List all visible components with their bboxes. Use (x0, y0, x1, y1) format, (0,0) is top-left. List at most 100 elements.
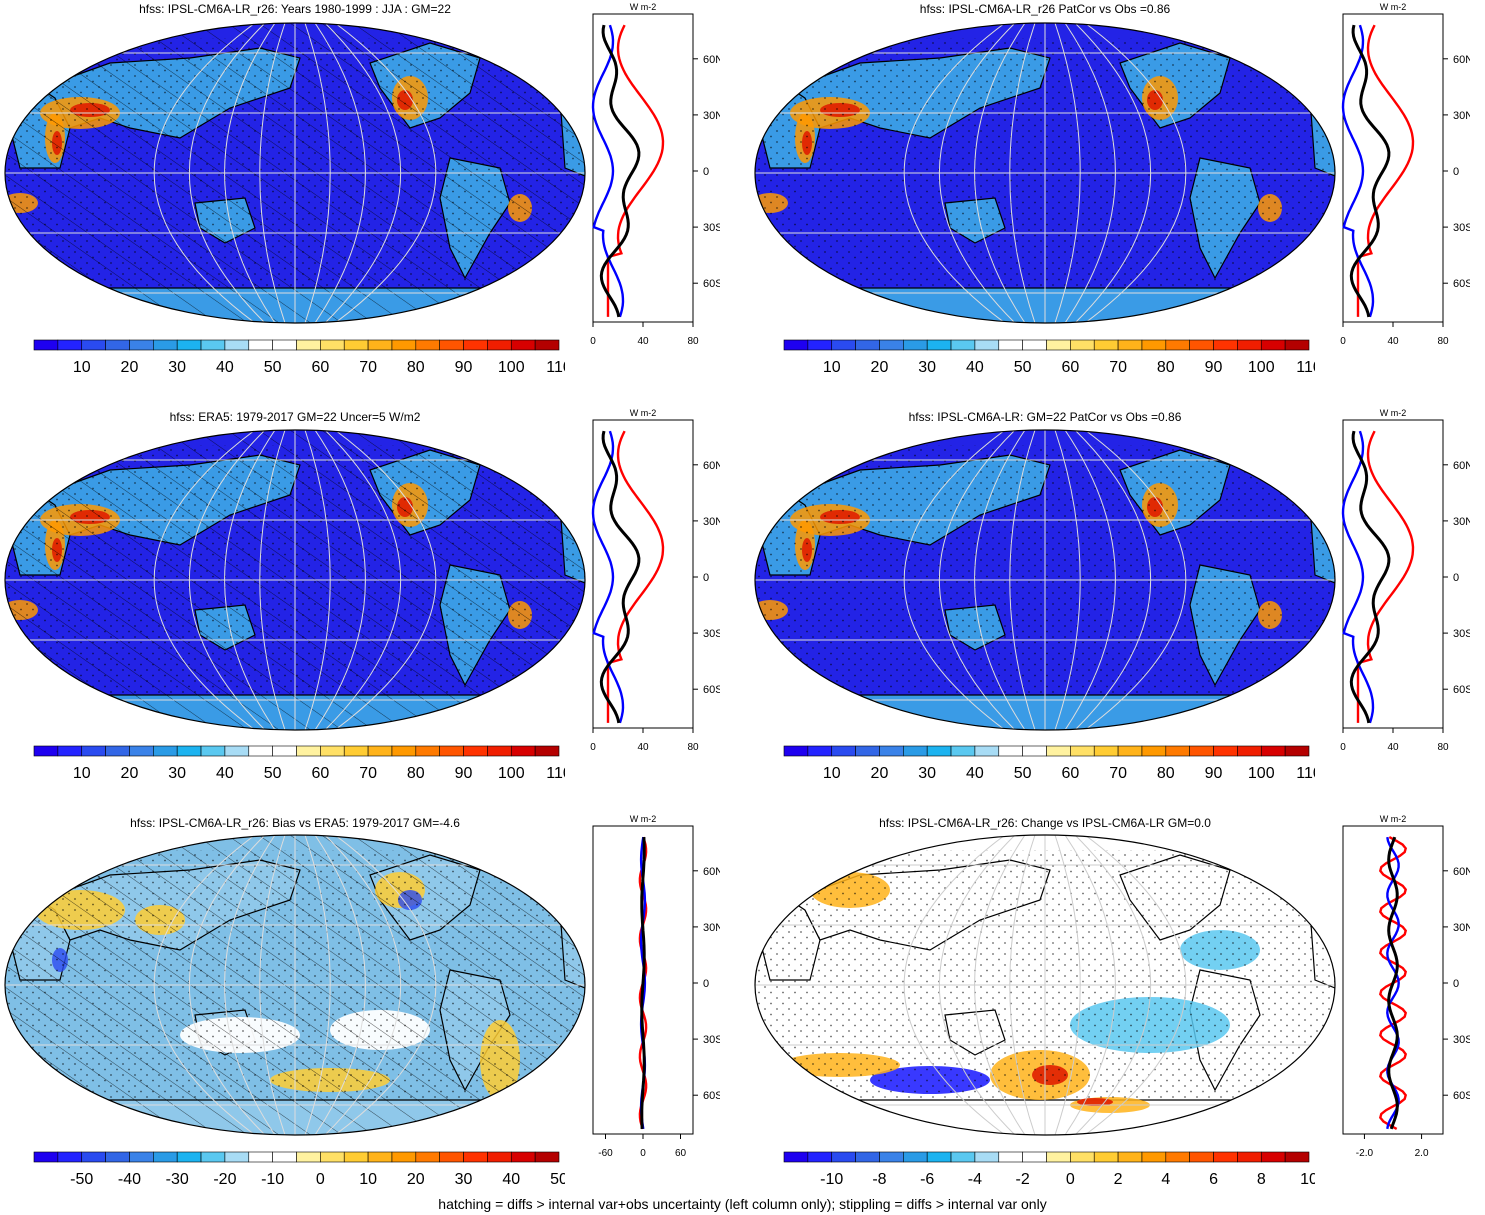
colorbar-swatch (998, 339, 1023, 351)
colorbar-swatch (343, 1151, 369, 1163)
colorbar-swatch (807, 339, 833, 351)
colorbar-swatch (57, 339, 83, 351)
colorbar-swatch (783, 339, 809, 351)
lat-label: 30S (703, 222, 720, 234)
colorbar-label: 50 (264, 765, 282, 782)
lat-label: 60N (1453, 54, 1470, 66)
longitude-line (938, 835, 1016, 1135)
longitude-line (1054, 430, 1081, 730)
colorbar-swatch (1284, 1151, 1310, 1163)
colorbar-swatch (510, 745, 536, 757)
lat-label: 30S (1453, 628, 1470, 640)
colorbar-swatch (1165, 1151, 1190, 1163)
colorbar-label: 10 (823, 765, 841, 782)
profile-xtick-label: 2.0 (1415, 1148, 1429, 1159)
profile-unit: W m-2 (1380, 2, 1407, 12)
colorbar-label: 100 (498, 359, 525, 376)
profile-unit: W m-2 (1380, 814, 1407, 824)
colorbar-label: -8 (872, 1171, 886, 1188)
profile-xtick-label: 60 (675, 1148, 687, 1159)
colorbar-label: 0 (1066, 1171, 1075, 1188)
colorbar-label: 20 (407, 1171, 425, 1188)
longitude-line (224, 430, 276, 730)
longitude-line (1084, 23, 1187, 323)
lat-label: 0 (703, 978, 709, 990)
colorbar-label: 110 (546, 359, 565, 376)
longitude-line (974, 430, 1026, 730)
colorbar-label: 100 (1248, 359, 1275, 376)
colorbar-label: 40 (966, 359, 984, 376)
colorbar-swatch (439, 339, 464, 351)
colorbar-label: 70 (1109, 765, 1127, 782)
colorbar-swatch (1260, 1151, 1286, 1163)
longitude-line (1084, 430, 1187, 730)
colorbar-label: 50 (550, 1171, 565, 1188)
panel-title-5: hfss: IPSL-CM6A-LR_r26: Bias vs ERA5: 19… (130, 816, 460, 830)
profile-xtick-label: 0 (1340, 742, 1346, 753)
colorbar-label: -6 (920, 1171, 934, 1188)
colorbar-label: -10 (820, 1171, 843, 1188)
colorbar-swatch (248, 1151, 273, 1163)
longitude-line (1054, 23, 1081, 323)
colorbar-swatch (1022, 339, 1047, 351)
colorbar-swatch (153, 1151, 178, 1163)
profile-xtick-label: 40 (1387, 336, 1399, 347)
colorbar-label: 8 (1257, 1171, 1266, 1188)
colorbar-label: 10 (359, 1171, 377, 1188)
colorbar-swatch (391, 339, 417, 351)
profile-frame (1342, 419, 1444, 729)
profile-frame (592, 13, 694, 323)
colorbar-swatch (974, 745, 1000, 757)
profile-xtick-label: 40 (1387, 742, 1399, 753)
colorbar-swatch (510, 1151, 536, 1163)
lat-label: 0 (1453, 166, 1459, 178)
colorbar-swatch (1022, 1151, 1047, 1163)
profile-xtick-label: 80 (687, 336, 699, 347)
colorbar-label: 80 (407, 765, 425, 782)
longitude-line (224, 23, 276, 323)
colorbar-swatch (1165, 745, 1190, 757)
colorbar-swatch (224, 339, 250, 351)
profile-xtick-label: 40 (637, 336, 649, 347)
colorbar-swatch (1165, 339, 1190, 351)
colorbar-swatch (855, 745, 880, 757)
colorbar-swatch (974, 1151, 1000, 1163)
colorbar-swatch (463, 745, 488, 757)
lat-label: 30S (1453, 1034, 1470, 1046)
colorbar-6: -10 -8 -6 -4 -2 0 2 4 6 8 10 (783, 1151, 1315, 1188)
lat-label: 60S (1453, 684, 1470, 696)
panel-title-6: hfss: IPSL-CM6A-LR_r26: Change vs IPSL-C… (879, 816, 1211, 830)
colorbar-label: 4 (1161, 1171, 1170, 1188)
colorbar-swatch (1237, 339, 1262, 351)
map-panel-5 (4, 834, 586, 1136)
colorbar-swatch (487, 339, 512, 351)
colorbar-swatch (1093, 745, 1119, 757)
colorbar-swatch (1046, 1151, 1071, 1163)
colorbar-label: 50 (1014, 765, 1032, 782)
lat-label: 30S (703, 628, 720, 640)
map-panel-1 (4, 22, 586, 324)
panel-title-1: hfss: IPSL-CM6A-LR_r26: Years 1980-1999 … (139, 2, 451, 16)
lat-label: 0 (703, 572, 709, 584)
longitude-line (1074, 835, 1152, 1135)
longitude-line (1064, 835, 1116, 1135)
colorbar-label: -10 (261, 1171, 284, 1188)
colorbar-label: 6 (1209, 1171, 1218, 1188)
colorbar-swatch (998, 1151, 1023, 1163)
colorbar-swatch (1284, 339, 1310, 351)
colorbar-swatch (439, 1151, 464, 1163)
colorbar-label: 80 (1157, 765, 1175, 782)
colorbar-swatch (343, 745, 369, 757)
colorbar-label: 80 (407, 359, 425, 376)
map-panel-6 (754, 834, 1336, 1136)
longitude-line (1064, 430, 1116, 730)
colorbar-swatch (415, 1151, 440, 1163)
colorbar-swatch (1260, 745, 1286, 757)
colorbar-swatch (1117, 1151, 1143, 1163)
colorbar-swatch (153, 339, 178, 351)
map-outline (4, 834, 586, 1136)
colorbar-swatch (903, 339, 928, 351)
map-outline (754, 429, 1336, 731)
longitude-line (938, 430, 1016, 730)
colorbar-swatch (903, 745, 928, 757)
